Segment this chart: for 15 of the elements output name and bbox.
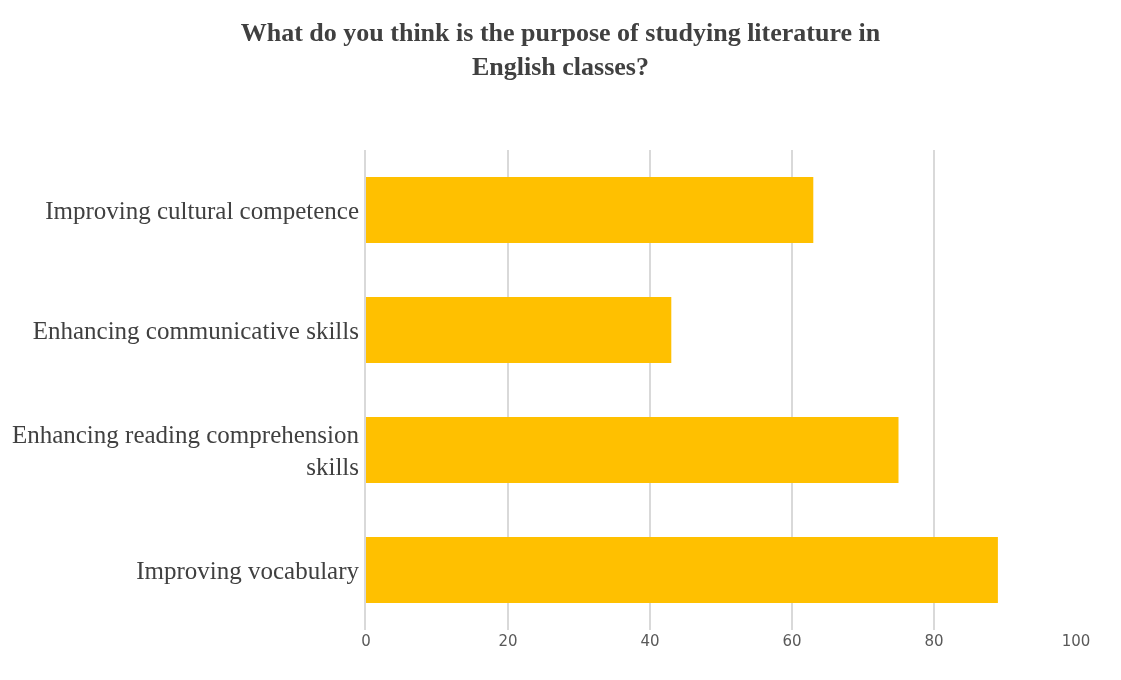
bar xyxy=(366,177,814,243)
x-tick-label: 20 xyxy=(498,632,518,650)
x-tick-label: 100 xyxy=(1061,632,1091,650)
x-tick-label: 80 xyxy=(924,632,944,650)
x-tick-label: 0 xyxy=(361,632,371,650)
bar xyxy=(366,297,672,363)
bar xyxy=(366,537,998,603)
bar xyxy=(366,417,899,483)
y-tick-label: Improving cultural competence xyxy=(45,196,359,224)
x-tick-label: 40 xyxy=(640,632,660,650)
chart-title: What do you think is the purpose of studying literature in English classes? xyxy=(240,17,881,81)
y-tick-label: Improving vocabulary xyxy=(136,556,360,584)
y-tick-label: Enhancing communicative skills xyxy=(32,316,359,344)
x-tick-label: 60 xyxy=(782,632,802,650)
y-tick-label: Enhancing reading comprehension skills xyxy=(11,420,360,480)
